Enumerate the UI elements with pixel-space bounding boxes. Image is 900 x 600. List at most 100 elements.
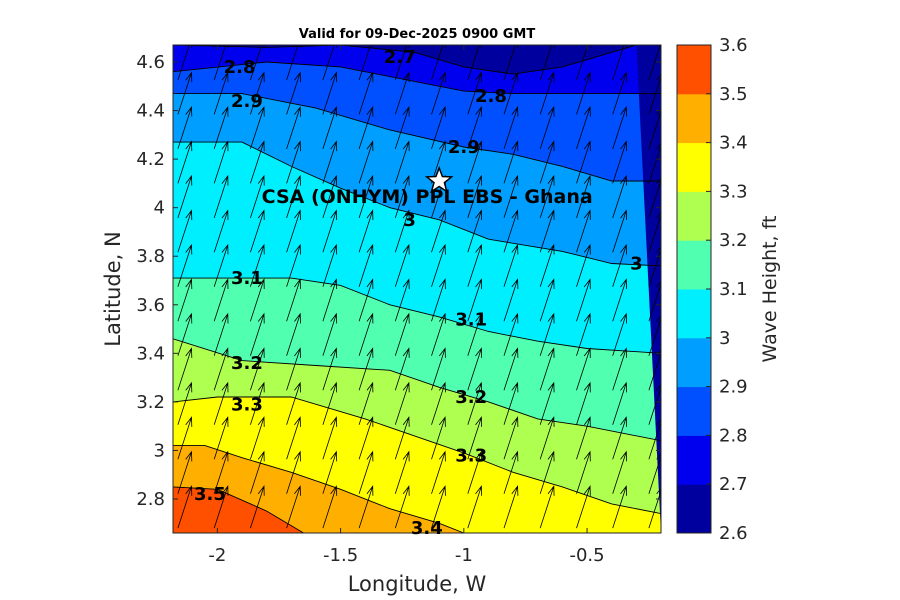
colorbar-swatch (677, 386, 711, 436)
contour-label: 2.8 (224, 57, 256, 78)
wind-arrow (250, 347, 265, 391)
wind-arrow (576, 450, 591, 494)
wind-arrow (612, 312, 627, 356)
contour-line-2.8 (173, 61, 661, 95)
wind-arrow (286, 105, 301, 150)
x-axis-label: Longitude, W (348, 572, 487, 596)
colorbar-swatch (677, 435, 711, 485)
contour-line-2.9 (173, 93, 661, 182)
wind-arrow (648, 142, 661, 184)
x-tick-label: -0.5 (569, 545, 604, 566)
wind-arrow (539, 243, 555, 287)
colorbar-tick-label: 2.7 (719, 474, 748, 495)
wind-arrow (322, 450, 338, 494)
wind-arrow (250, 243, 265, 287)
site-label: CSA (ONHYM) PPL EBS - Ghana (262, 186, 593, 208)
wind-arrow (394, 381, 410, 425)
wind-arrow (503, 105, 519, 150)
x-tick-label: -1 (455, 545, 473, 566)
colorbar-swatch (677, 484, 711, 534)
colorbar-swatch (677, 142, 711, 192)
wind-arrow (612, 105, 627, 150)
wind-arrow (322, 209, 338, 253)
y-tick-label: 3 (154, 440, 165, 461)
wind-arrow (576, 243, 591, 287)
wind-arrow (467, 209, 482, 253)
wind-arrow (648, 315, 661, 356)
wind-arrow (648, 280, 661, 322)
y-tick-label: 3.8 (136, 246, 165, 267)
y-tick-label: 3.6 (136, 295, 165, 316)
contour-label: 3 (630, 254, 643, 275)
wind-arrow (213, 278, 229, 322)
wind-arrow (503, 243, 519, 287)
wind-arrow (358, 209, 374, 253)
colorbar-swatch (677, 289, 711, 339)
x-axis-ticks: -2 -1.5 -1 -0.5 (208, 45, 605, 566)
wind-arrow (648, 108, 661, 150)
y-tick-label: 2.8 (136, 489, 165, 510)
wind-arrow (431, 105, 446, 150)
wind-arrow (286, 485, 301, 529)
y-tick-label: 4.4 (136, 101, 165, 122)
wind-arrow (467, 243, 482, 287)
wind-arrow (286, 312, 301, 356)
wind-arrow (612, 174, 627, 219)
wind-arrow (213, 209, 229, 253)
wind-arrow (394, 105, 410, 150)
wind-arrow (177, 45, 179, 46)
wind-arrow (431, 450, 446, 494)
wind-arrow (431, 209, 446, 253)
wind-arrow (431, 347, 446, 391)
wind-arrow (431, 485, 446, 529)
wind-arrow (177, 416, 193, 460)
wind-arrow (648, 211, 661, 253)
wind-arrow (503, 278, 519, 322)
wind-arrow (322, 312, 338, 356)
wind-arrow (213, 416, 229, 460)
wind-arrow (503, 381, 519, 425)
wind-arrow (648, 45, 650, 46)
contour-line-2.7 (173, 45, 637, 75)
wind-arrow (394, 347, 410, 391)
wind-arrow (358, 71, 374, 115)
wind-arrow (394, 71, 410, 115)
wind-arrow (394, 485, 410, 529)
wind-arrow (467, 381, 482, 425)
colorbar-swatch (677, 240, 711, 290)
y-tick-label: 4.6 (136, 52, 165, 73)
wind-arrow (322, 278, 338, 322)
site-marker-group: CSA (ONHYM) PPL EBS - Ghana (262, 165, 593, 208)
wind-arrow (431, 278, 446, 322)
wind-arrow (286, 209, 301, 253)
wind-arrow (177, 278, 193, 322)
wind-arrow (213, 347, 229, 391)
wind-arrow (612, 381, 627, 425)
wind-arrow (431, 416, 446, 460)
wind-arrow (177, 174, 193, 219)
wind-arrow (612, 278, 627, 322)
wind-arrow (467, 416, 482, 460)
contour-label: 2.8 (475, 86, 507, 107)
colorbar-tick-label: 3.1 (719, 279, 748, 300)
wind-arrow (394, 243, 410, 287)
wind-arrow (576, 381, 591, 425)
plot-frame (172, 44, 662, 534)
wind-arrow (394, 140, 410, 184)
colorbar-tick-label: 3.3 (719, 181, 748, 202)
contour-line-3.4 (173, 445, 464, 533)
y-tick-label: 3.4 (136, 343, 165, 364)
wind-arrow (322, 140, 338, 184)
contour-label: 3.2 (231, 353, 263, 374)
wind-arrow (213, 174, 229, 219)
wind-arrow (286, 450, 301, 494)
wind-arrow (503, 140, 519, 184)
wind-arrow (322, 381, 338, 425)
wind-arrow (539, 450, 555, 494)
wind-arrow (286, 347, 301, 391)
colorbar-swatch (677, 93, 711, 144)
wind-arrow (394, 278, 410, 322)
wind-arrow (576, 209, 591, 253)
wind-arrow (467, 347, 482, 391)
